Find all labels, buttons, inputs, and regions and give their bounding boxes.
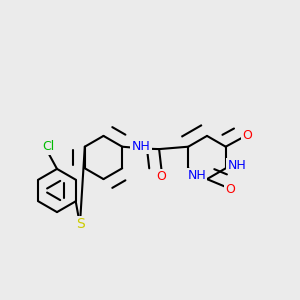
Text: O: O	[157, 170, 166, 183]
Text: NH: NH	[187, 169, 206, 182]
Text: S: S	[76, 218, 85, 231]
Text: NH: NH	[132, 140, 151, 153]
Text: Cl: Cl	[42, 140, 54, 154]
Text: O: O	[243, 129, 253, 142]
Text: O: O	[226, 183, 235, 196]
Text: NH: NH	[228, 159, 247, 172]
